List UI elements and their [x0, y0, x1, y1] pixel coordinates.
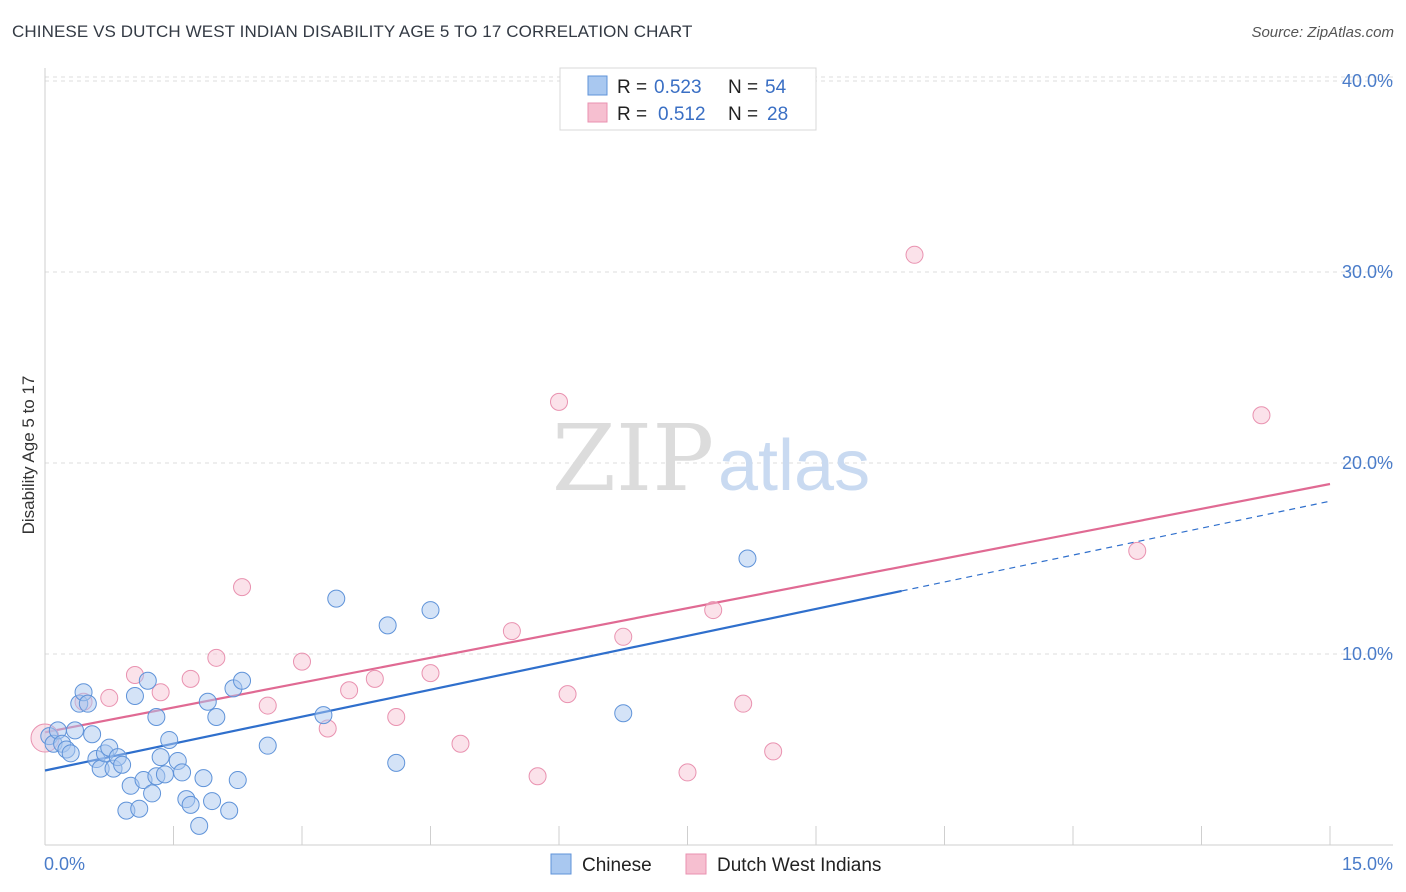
chinese-point	[228, 771, 247, 790]
chinese-point	[113, 755, 132, 774]
y-axis-label: Disability Age 5 to 17	[19, 376, 38, 535]
dutch-point	[365, 669, 384, 688]
y-tick-label: 20.0%	[1342, 453, 1393, 473]
chinese-point	[378, 616, 397, 635]
chinese-point	[738, 549, 757, 568]
chinese-point	[314, 706, 333, 725]
dutch-point	[550, 392, 568, 411]
chinese-point	[421, 601, 440, 620]
dutch-point	[614, 627, 633, 646]
dutch-point	[764, 742, 783, 761]
data-points	[30, 245, 1271, 835]
dutch-point	[100, 688, 119, 707]
legend-swatch-dutch	[587, 102, 608, 123]
bottom-legend-dutch: Dutch West Indians	[717, 855, 881, 876]
dutch-point	[704, 601, 723, 620]
y-tick-label: 10.0%	[1342, 644, 1393, 664]
y-tick-label: 40.0%	[1342, 71, 1393, 91]
chart-title: CHINESE VS DUTCH WEST INDIAN DISABILITY …	[12, 22, 693, 41]
chinese-trend-line	[44, 589, 902, 772]
chinese-point	[78, 694, 97, 713]
chinese-point	[125, 687, 144, 706]
chinese-point	[160, 730, 179, 749]
chinese-point	[147, 708, 166, 727]
chinese-point	[198, 692, 217, 711]
chinese-point	[220, 801, 239, 820]
chinese-point	[190, 816, 209, 835]
dutch-point	[151, 683, 170, 702]
chinese-point	[138, 671, 157, 690]
dutch-point	[678, 763, 697, 782]
chinese-point	[233, 671, 252, 690]
chinese-point	[327, 589, 346, 608]
dutch-point	[387, 708, 406, 727]
dutch-point	[905, 245, 924, 264]
dutch-point	[528, 767, 547, 786]
legend-r-label-1: R =	[617, 77, 647, 98]
dutch-point	[734, 694, 753, 713]
chinese-point	[155, 765, 174, 784]
dutch-point	[421, 664, 440, 683]
dutch-point	[181, 669, 200, 688]
grid-lines	[45, 76, 1393, 655]
dutch-point	[207, 648, 226, 667]
legend-box: R = 0.523 N = 54 R = 0.512 N = 28	[559, 67, 817, 131]
legend-n-value-1: 54	[765, 77, 787, 98]
chinese-point	[207, 708, 226, 727]
chinese-point	[65, 721, 84, 740]
trend-lines	[44, 482, 1331, 772]
legend-r-value-2: 0.512	[658, 104, 706, 125]
dutch-point	[451, 734, 470, 753]
legend-r-label-2: R =	[617, 104, 647, 125]
dutch-point	[233, 578, 252, 597]
chinese-point	[203, 792, 222, 811]
chinese-point	[130, 799, 149, 818]
chinese-point	[83, 725, 102, 744]
dutch-point	[558, 685, 577, 704]
dutch-trend-line	[44, 482, 1331, 734]
legend-n-value-2: 28	[767, 104, 788, 125]
chinese-point	[143, 784, 162, 803]
legend-r-value-1: 0.523	[654, 77, 702, 98]
dutch-point	[340, 681, 359, 700]
watermark-zip: ZIP	[552, 405, 714, 512]
chinese-point	[173, 763, 192, 782]
legend-swatch-chinese	[587, 75, 608, 96]
dutch-point	[502, 622, 521, 641]
y-tick-labels: 10.0% 20.0% 30.0% 40.0%	[1342, 71, 1393, 664]
axes	[44, 68, 1393, 846]
bottom-legend-swatch-chinese	[550, 853, 572, 875]
chinese-point	[387, 753, 406, 772]
chinese-trend-extension	[901, 500, 1331, 592]
bottom-legend-swatch-dutch	[685, 853, 707, 875]
dutch-point	[293, 652, 311, 671]
chinese-point	[181, 795, 200, 814]
y-tick-label: 30.0%	[1342, 262, 1393, 282]
chinese-point	[61, 744, 80, 763]
chinese-point	[258, 736, 277, 755]
x-tick-label-right: 15.0%	[1342, 854, 1393, 874]
watermark-atlas: atlas	[718, 426, 870, 506]
bottom-legend-chinese: Chinese	[582, 855, 652, 876]
dutch-point	[258, 696, 277, 715]
bottom-legend: Chinese Dutch West Indians	[550, 853, 881, 876]
x-tick-label-left: 0.0%	[44, 854, 85, 874]
legend-n-label-2: N =	[728, 104, 758, 125]
chinese-point	[151, 748, 170, 767]
dutch-point	[1252, 406, 1271, 425]
legend-n-label-1: N =	[728, 77, 758, 98]
dutch-point	[1128, 541, 1147, 560]
source-label: Source: ZipAtlas.com	[1251, 24, 1394, 41]
chinese-point	[194, 769, 213, 788]
chinese-point	[614, 704, 633, 723]
